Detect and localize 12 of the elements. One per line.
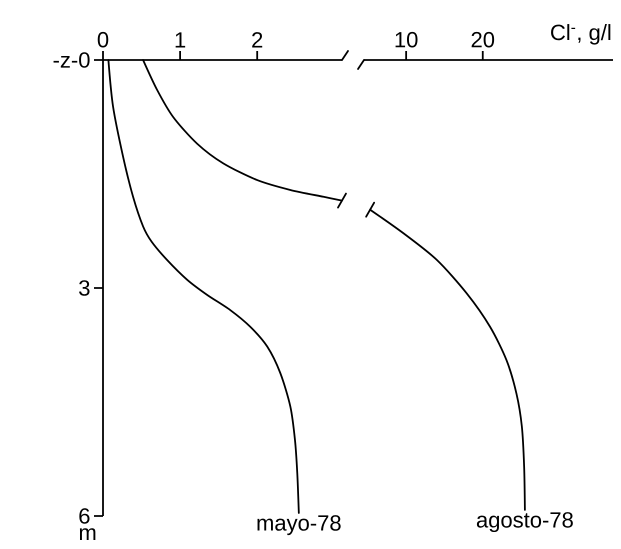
x-tick-label: 0: [98, 32, 108, 48]
y-tick-label: 6: [79, 508, 90, 524]
x-tick-label: 20: [472, 32, 494, 48]
series-label: agosto-78: [476, 512, 573, 532]
y-tick-label: -z-0: [54, 52, 90, 68]
x-tick-label: 1: [176, 32, 186, 48]
x-axis-title: Cl$^{-}$, g/l: [551, 24, 610, 45]
series-label: mayo-78: [257, 515, 341, 536]
x-tick-label: 10: [396, 32, 418, 48]
y-axis-title: m: [80, 528, 96, 540]
x-tick-label: 2: [252, 32, 262, 48]
y-tick-label: 3: [79, 280, 90, 296]
